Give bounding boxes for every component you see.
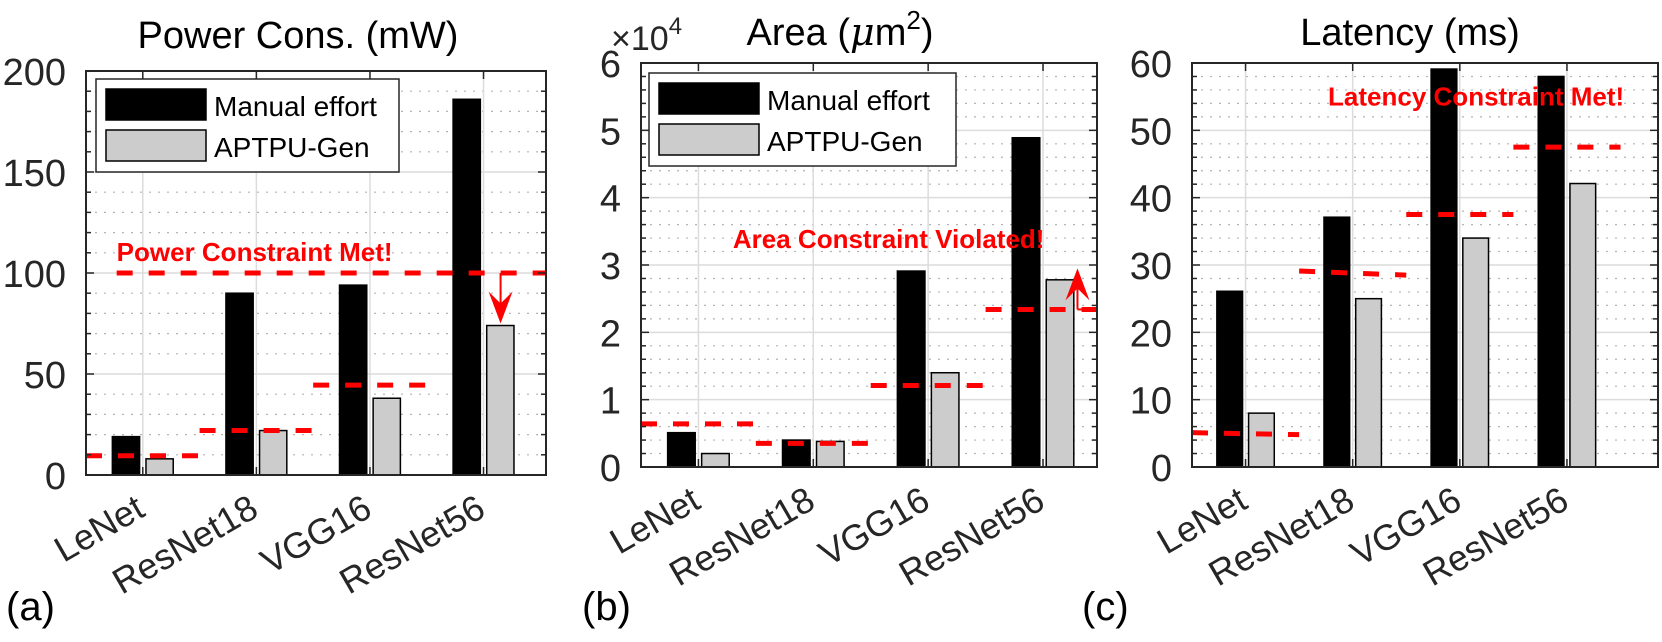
power-panel: Power Constraint Met!050100150200LeNetRe… bbox=[3, 15, 547, 629]
y-tick-label: 0 bbox=[1151, 448, 1172, 490]
y-tick-label: 5 bbox=[600, 111, 621, 153]
arrow-head-icon bbox=[488, 291, 513, 324]
manual-bar-vgg16 bbox=[896, 270, 926, 468]
y-tick-label: 200 bbox=[3, 52, 66, 94]
chart-title: Power Cons. (mW) bbox=[138, 15, 459, 57]
arrow-head-icon bbox=[1065, 268, 1090, 301]
aptpu-bar-resnet18 bbox=[258, 429, 288, 476]
legend-swatch-aptpu bbox=[658, 123, 760, 156]
aptpu-bar-lenet bbox=[1247, 412, 1276, 468]
y-tick-label: 100 bbox=[3, 254, 66, 296]
legend-label: APTPU-Gen bbox=[214, 132, 370, 163]
aptpu-bar-vgg16 bbox=[930, 371, 960, 468]
manual-bar-resnet56 bbox=[1537, 75, 1565, 468]
y-tick-label: 20 bbox=[1130, 313, 1172, 355]
legend-label: APTPU-Gen bbox=[767, 126, 923, 157]
aptpu-bar-vgg16 bbox=[1462, 237, 1490, 468]
panel-label: (b) bbox=[582, 585, 631, 629]
y-tick-label: 50 bbox=[1130, 111, 1172, 153]
aptpu-bar-lenet bbox=[700, 452, 730, 468]
area-panel: Area Constraint Violated!0123456LeNetRes… bbox=[582, 5, 1101, 629]
manual-bar-vgg16 bbox=[1430, 68, 1458, 468]
latency-panel: Latency Constraint Met!0102030405060LeNe… bbox=[1082, 12, 1659, 629]
y-tick-label: 60 bbox=[1130, 44, 1172, 86]
constraint-annotation: Latency Constraint Met! bbox=[1328, 81, 1624, 111]
y-tick-label: 150 bbox=[3, 153, 66, 195]
y-tick-label: 50 bbox=[24, 355, 66, 397]
y-tick-label: 1 bbox=[600, 381, 621, 423]
manual-bar-vgg16 bbox=[338, 284, 368, 476]
manual-bar-resnet18 bbox=[1323, 216, 1351, 468]
y-tick-label: 3 bbox=[600, 246, 621, 288]
panel-label: (a) bbox=[6, 585, 55, 629]
manual-bar-lenet bbox=[1216, 290, 1244, 468]
legend: Manual effort APTPU-Gen bbox=[95, 78, 400, 173]
constraint-annotation: Area Constraint Violated! bbox=[733, 224, 1045, 254]
manual-bar-resnet56 bbox=[1011, 136, 1041, 468]
y-tick-label: 10 bbox=[1130, 381, 1172, 423]
aptpu-bar-resnet56 bbox=[1569, 182, 1597, 468]
y-tick-label: 0 bbox=[600, 448, 621, 490]
y-tick-label: 4 bbox=[600, 179, 621, 221]
axis-multiplier: ×104 bbox=[611, 13, 682, 58]
chart-title: Area (μm2) bbox=[747, 5, 934, 54]
y-tick-label: 40 bbox=[1130, 179, 1172, 221]
aptpu-bar-resnet18 bbox=[1354, 297, 1383, 468]
legend-swatch-manual bbox=[658, 82, 760, 115]
aptpu-bar-resnet56 bbox=[485, 324, 515, 476]
y-tick-label: 0 bbox=[45, 456, 66, 498]
legend-swatch-manual bbox=[105, 88, 207, 121]
legend: Manual effort APTPU-Gen bbox=[648, 72, 957, 167]
aptpu-bar-lenet bbox=[145, 458, 174, 476]
aptpu-bar-vgg16 bbox=[372, 397, 402, 476]
panel-label: (c) bbox=[1082, 585, 1129, 629]
legend-swatch-aptpu bbox=[105, 129, 207, 162]
manual-bar-resnet56 bbox=[452, 98, 482, 476]
constraint-annotation: Power Constraint Met! bbox=[117, 237, 393, 267]
legend-label: Manual effort bbox=[214, 91, 377, 122]
manual-bar-resnet18 bbox=[225, 292, 254, 476]
legend-label: Manual effort bbox=[767, 85, 930, 116]
y-tick-label: 2 bbox=[600, 313, 621, 355]
y-tick-label: 6 bbox=[600, 44, 621, 86]
chart-title: Latency (ms) bbox=[1300, 12, 1520, 54]
manual-bar-lenet bbox=[666, 431, 696, 468]
y-tick-label: 30 bbox=[1130, 246, 1172, 288]
